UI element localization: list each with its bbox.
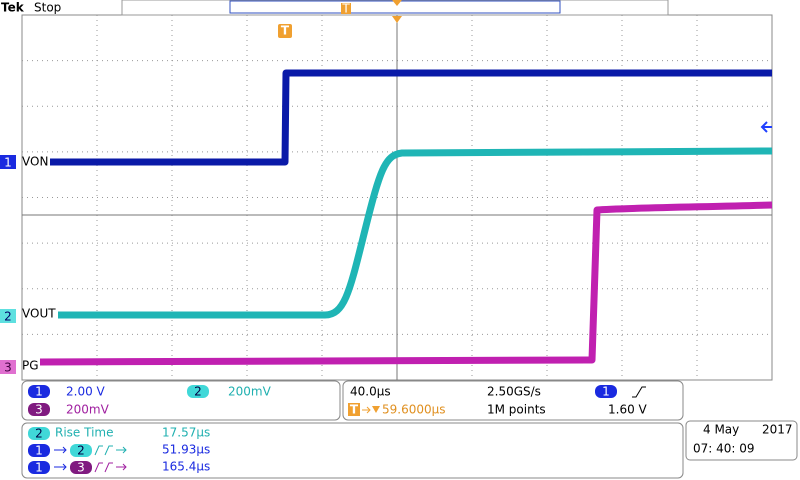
arrow [54,446,67,454]
vertical-panel [21,380,341,421]
badge-text: 2 [194,385,202,399]
ch3-scale: 200mV [66,403,110,417]
trigger-icon: T [350,403,359,417]
edge-icon [94,445,127,456]
trigger-level: 1.60 V [608,403,648,417]
ch2-label: VOUT [22,307,56,321]
trigger-icon-box [341,3,351,14]
measurement-panel [21,422,684,479]
time: 07: 40: 09 [693,442,755,456]
trace-ch3 [39,201,773,366]
ch2-scale: 200mV [228,385,272,399]
ch2-marker [0,309,16,323]
year: 2017 [762,423,793,437]
badge [28,385,50,398]
badge-text: 3 [35,403,43,417]
badge [70,444,92,457]
trace-ch2 [58,147,773,319]
trigger-slope-icon [632,386,646,398]
ch1-marker [0,155,16,169]
ch1-label: VON [22,155,48,169]
ch2-number: 2 [4,310,12,324]
trigger-position-icon: T [281,24,290,38]
measurement-name: Rise Time [55,426,114,440]
trace-ch1 [50,69,772,166]
delay-arrow [362,406,371,414]
ch3-number: 3 [4,361,12,375]
arrow [54,463,67,471]
clock-panel [685,420,798,461]
acquisition-status: Stop [34,1,61,15]
badge-text: 1 [602,385,610,399]
trigger-icon-box [348,403,360,416]
record-view-bar [121,0,669,16]
edge-icon [94,462,127,473]
measurement-value: 17.57µs [162,426,210,440]
ch1-number: 1 [4,156,12,170]
ch1-scale: 2.00 V [66,385,106,399]
ch3-marker [0,360,16,374]
time-per-div: 40.0µs [350,385,391,399]
badge [28,461,50,474]
badge [187,385,209,398]
badge [28,403,50,416]
date: 4 May [703,423,739,437]
trigger-level-marker [760,121,772,133]
badge [70,461,92,474]
badge-text: 2 [35,427,43,441]
measurement-value: 165.4µs [162,460,210,474]
badge-text: 1 [35,461,43,475]
view-marker [392,0,402,6]
badge-text: 1 [35,385,43,399]
badge-text: 1 [35,444,43,458]
delay-marker [372,406,380,413]
badge-text: 3 [77,461,85,475]
badge [28,427,50,440]
expansion-marker [392,16,402,23]
brand: Tek [1,1,25,15]
measurement-value: 51.93µs [162,443,210,457]
record-length: 1M points [487,403,546,417]
trigger-icon: T [341,2,350,16]
ch3-label: PG [22,359,39,373]
trigger-position-box [278,24,292,38]
sample-rate: 2.50GS/s [487,385,541,399]
badge-text: 2 [77,444,85,458]
badge [595,385,617,398]
badge [28,444,50,457]
delay: 59.6000µs [382,403,446,417]
